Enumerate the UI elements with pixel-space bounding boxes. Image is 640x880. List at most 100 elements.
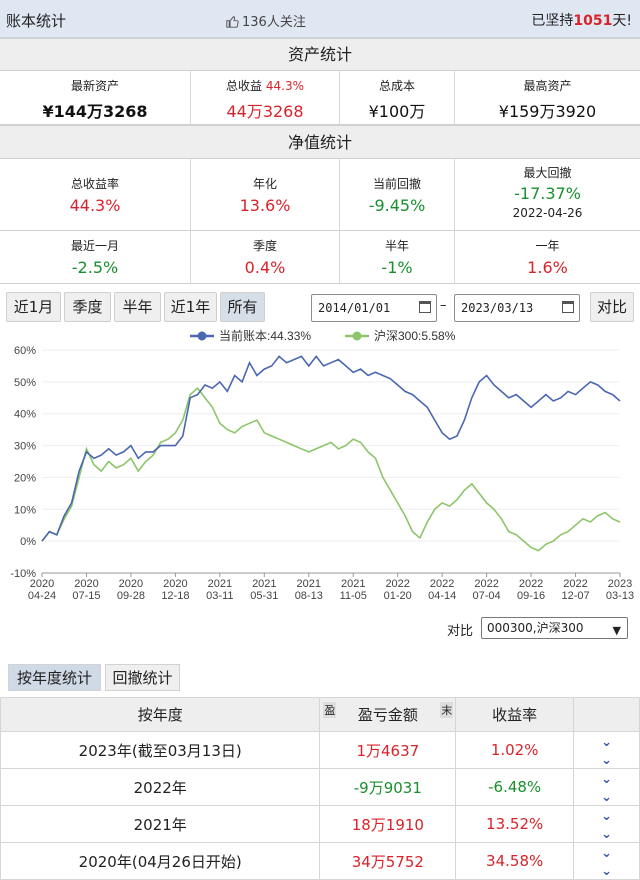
year-cell: 2021年 [0,805,321,843]
x-tick-year: 2020 [119,578,143,590]
date-separator: – [440,298,447,313]
range-1m-button[interactable]: 近1月 [6,292,61,322]
x-tick-date: 01-20 [384,590,412,602]
calendar-icon [419,301,431,313]
range-halfyear-button[interactable]: 半年 [114,292,161,322]
date-from-input[interactable]: 2014/01/01 [311,294,437,322]
table-row: 2020年(04月26日开始) 34万5752 34.58% ⌄ ⌄ [0,842,640,880]
rate-cell: 13.52% [455,805,575,843]
x-tick-date: 05-31 [250,590,278,602]
total-profit-cell: 总收益 44.3% 44万3268 [191,71,340,125]
persist-days: 已坚持1051天! [531,13,632,29]
follow-count[interactable]: 136人关注 [226,11,306,30]
col-year: 按年度 [0,697,321,732]
x-tick-year: 2022 [563,578,587,590]
year-cell: 2022年 [0,768,321,806]
compare-index-select[interactable]: 000300,沪深300 ▼ [481,617,628,639]
nav-chart: 当前账本:44.33% 沪深300:5.58% -10% 0% 10% 20% 30% 40%… [10,328,634,602]
tab-yearly-stats[interactable]: 按年度统计 [8,664,101,691]
total-profit-label: 总收益 44.3% [226,79,304,93]
nav-max-drawdown-date: 2022-04-26 [512,206,583,220]
amount-cell: 34万5752 [319,842,457,880]
x-tick-date: 07-04 [473,590,501,602]
date-to-input[interactable]: 2023/03/13 [454,294,580,322]
y-tick-label: 0% [20,536,36,548]
chevron-down-icon: ▼ [612,624,621,637]
tab-drawdown-stats[interactable]: 回撤统计 [105,664,180,691]
col-rate: 收益率 [455,697,575,732]
table-row: 2023年(截至03月13日) 1万4637 1.02% ⌄ ⌄ [0,731,640,769]
year-cell: 2020年(04月26日开始) [0,842,321,880]
expand-row-button[interactable]: ⌄ ⌄ [573,842,640,880]
double-chevron-down-icon: ⌄ ⌄ [601,809,612,842]
amount-cell: 1万4637 [319,731,457,769]
y-tick-label: 30% [14,441,36,453]
nav-quarter-cell: 季度 0.4% [191,231,340,284]
expand-row-button[interactable]: ⌄ ⌄ [573,731,640,769]
x-tick-year: 2020 [74,578,98,590]
top-bar: 账本统计 136人关注 已坚持1051天! [0,0,640,38]
double-chevron-down-icon: ⌄ ⌄ [601,772,612,805]
nav-year-cell: 一年 1.6% [455,231,640,284]
x-tick-year: 2021 [208,578,232,590]
asset-section-title: 资产统计 [0,38,640,71]
nav-total-return-value: 44.3% [69,196,121,215]
expand-row-button[interactable]: ⌄ ⌄ [573,768,640,806]
legend-marker [352,331,362,341]
series-line-account [41,355,621,542]
nav-quarter-value: 0.4% [244,258,286,277]
compare-label: 对比 [447,624,474,639]
asset-grid: 最新资产 ¥144万3268 总收益 44.3% 44万3268 总成本 ¥10… [0,71,640,125]
nav-year-value: 1.6% [527,258,568,277]
x-tick-date: 04-14 [428,590,456,602]
range-all-button[interactable]: 所有 [220,292,265,322]
x-tick-year: 2020 [163,578,187,590]
x-tick-year: 2022 [519,578,543,590]
rate-cell: -6.48% [455,768,575,806]
year-cell: 2023年(截至03月13日) [0,731,321,769]
y-tick-label: 10% [14,504,36,516]
expand-row-button[interactable]: ⌄ ⌄ [573,805,640,843]
total-cost-value: ¥100万 [368,102,426,121]
sort-end-tag[interactable]: 末 [440,702,454,718]
max-asset-value: ¥159万3920 [498,102,597,121]
table-header-row: 按年度 盈盈亏金额末 收益率 [0,697,640,732]
max-asset-label: 最高资产 [523,79,572,93]
y-tick-label: 60% [14,345,36,357]
x-tick-date: 03-13 [606,590,634,602]
y-tick-label: 40% [14,409,36,421]
x-tick-date: 12-18 [161,590,189,602]
amount-cell: -9万9031 [319,768,457,806]
total-cost-cell: 总成本 ¥100万 [340,71,455,125]
x-tick-date: 03-11 [206,590,233,602]
nav-section-title: 净值统计 [0,125,640,159]
x-tick-year: 2021 [252,578,276,590]
range-quarter-button[interactable]: 季度 [64,292,111,322]
x-tick-date: 09-28 [117,590,145,602]
sort-profit-tag[interactable]: 盈 [323,702,337,718]
nav-max-drawdown-value: -17.37% [514,184,581,203]
total-profit-value: 44万3268 [226,102,304,121]
legend-label: 当前账本:44.33% [219,328,311,343]
thumbs-up-icon [226,16,239,28]
series-line-csi300 [41,387,621,552]
nav-month-cell: 最近一月 -2.5% [0,231,191,284]
rate-cell: 34.58% [455,842,575,880]
compare-button[interactable]: 对比 [590,292,634,322]
total-cost-label: 总成本 [378,79,415,93]
calendar-icon [562,301,574,313]
range-1y-button[interactable]: 近1年 [164,292,217,322]
latest-asset-label: 最新资产 [70,79,119,93]
table-row: 2021年 18万1910 13.52% ⌄ ⌄ [0,805,640,843]
legend-label: 沪深300:5.58% [374,329,456,343]
nav-current-drawdown-value: -9.45% [368,196,426,215]
x-tick-date: 07-15 [72,590,100,602]
legend-marker [197,331,207,341]
nav-month-value: -2.5% [71,258,119,277]
max-asset-cell: 最高资产 ¥159万3920 [455,71,640,125]
nav-max-drawdown-cell: 最大回撤 -17.37% 2022-04-26 [455,159,640,231]
y-tick-label: 20% [14,472,36,484]
x-tick-date: 09-16 [517,590,545,602]
x-tick-date: 12-07 [561,590,589,602]
x-tick-year: 2022 [385,578,409,590]
